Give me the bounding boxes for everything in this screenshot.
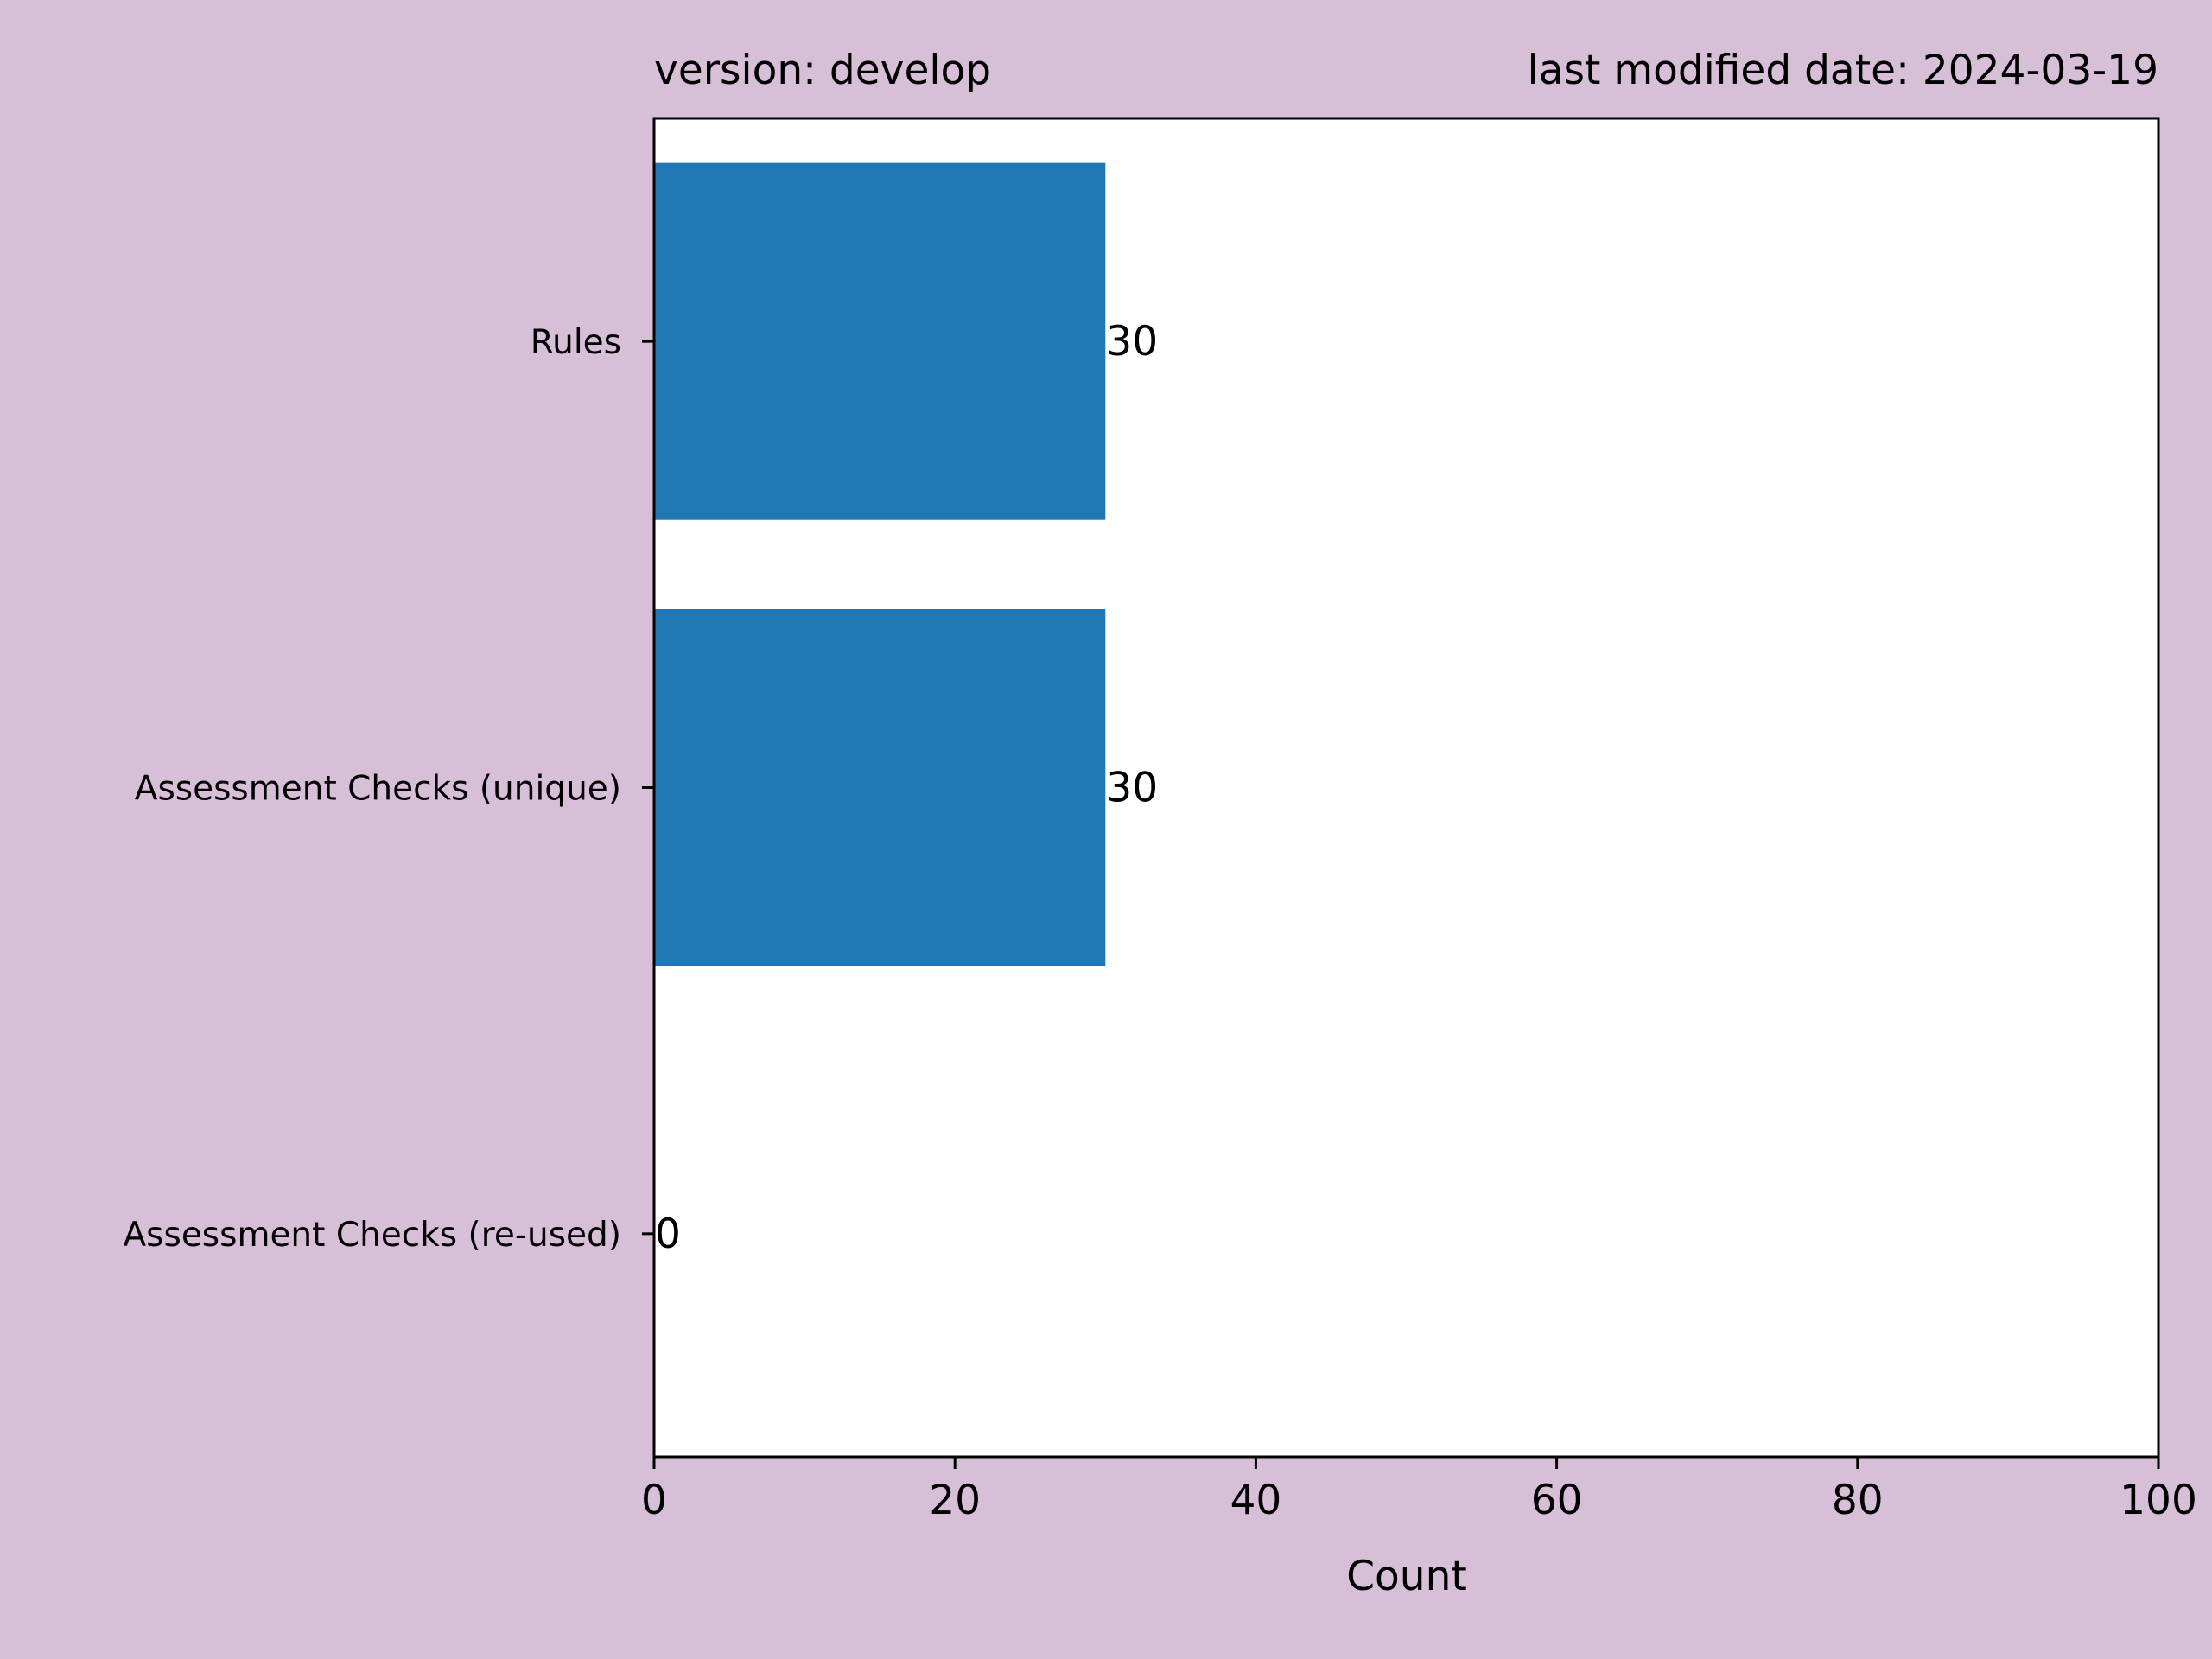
x-tick-label: 40 [1230,1477,1281,1524]
y-tick-label: Assessment Checks (re-used) [124,1216,622,1255]
bar [654,608,1106,967]
last-modified-label: last modified date: 2024-03-19 [1528,47,2158,94]
y-tick-label: Assessment Checks (unique) [135,770,621,809]
x-axis-label: Count [1346,1553,1467,1600]
bars-layer: 30 30 0 [654,162,1158,1258]
data-label: 0 [655,1211,681,1258]
x-tick-label: 80 [1832,1477,1884,1524]
x-tick-label: 100 [2120,1477,2197,1524]
data-label: 30 [1106,765,1158,812]
y-tick-label: Rules [531,323,621,362]
x-tick-label: 20 [929,1477,981,1524]
x-tick-label: 60 [1531,1477,1583,1524]
plot-frame [652,117,2160,1459]
version-label: version: develop [654,47,991,94]
data-label: 30 [1106,318,1158,365]
x-tick-label: 0 [641,1477,667,1524]
bar [654,162,1106,520]
ticks-layer: Rules Assessment Checks (unique) Assessmen… [124,323,2197,1524]
